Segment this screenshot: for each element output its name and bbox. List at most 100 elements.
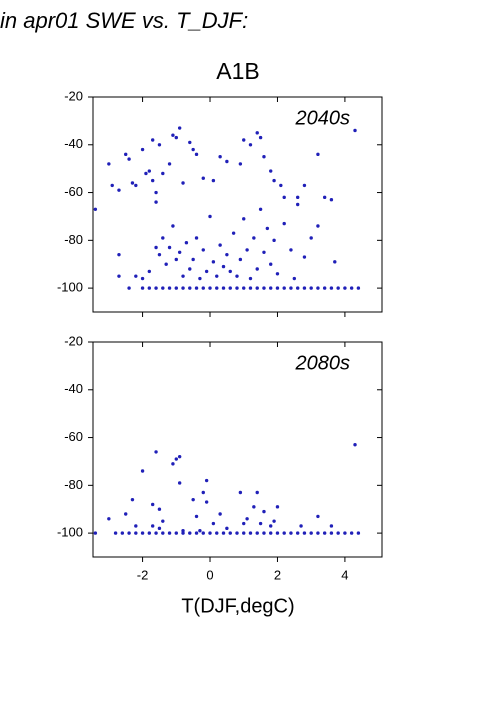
data-point <box>248 276 253 281</box>
data-point <box>242 531 246 535</box>
data-point <box>144 171 148 176</box>
data-point <box>269 286 273 290</box>
data-point <box>198 529 202 533</box>
data-point <box>349 531 354 535</box>
data-point <box>171 462 175 466</box>
data-point <box>269 531 273 535</box>
data-point <box>130 497 135 502</box>
data-point <box>204 500 209 504</box>
data-point <box>218 512 222 516</box>
data-point <box>140 276 145 281</box>
data-point <box>242 138 246 142</box>
data-point <box>161 236 165 240</box>
data-point <box>292 276 297 281</box>
data-point <box>356 286 361 290</box>
data-point <box>201 248 205 252</box>
data-point <box>316 286 320 290</box>
data-point <box>127 286 131 290</box>
data-point <box>181 286 185 290</box>
data-point <box>245 248 249 252</box>
data-point <box>154 531 158 535</box>
data-point <box>157 143 162 147</box>
data-point <box>225 526 229 531</box>
data-point <box>221 531 226 535</box>
data-point <box>258 207 263 211</box>
data-point <box>177 454 182 459</box>
data-point <box>349 286 354 290</box>
y-tick-label: -100 <box>57 525 83 540</box>
data-point <box>353 443 357 447</box>
data-point <box>134 183 138 188</box>
data-point <box>110 183 114 188</box>
data-point <box>161 171 165 176</box>
data-point <box>282 286 286 290</box>
data-point <box>211 521 216 526</box>
data-point <box>167 162 172 166</box>
data-point <box>157 252 162 257</box>
data-point <box>269 524 273 528</box>
data-point <box>188 286 192 290</box>
y-tick-label: -80 <box>64 477 83 492</box>
data-point <box>194 236 199 240</box>
data-point <box>322 195 327 200</box>
data-point <box>275 272 280 276</box>
data-point <box>147 286 152 290</box>
data-point <box>154 190 158 195</box>
x-axis-label: T(DJF,degC) <box>181 595 294 617</box>
y-tick-label: -60 <box>64 429 83 444</box>
data-point <box>124 152 128 157</box>
data-point <box>309 286 313 290</box>
data-point <box>316 152 320 157</box>
data-point <box>235 274 239 278</box>
data-point <box>218 155 222 159</box>
data-point <box>188 531 192 535</box>
data-point <box>150 524 155 528</box>
data-point <box>329 531 334 535</box>
data-point <box>194 531 199 535</box>
x-tick-label: 0 <box>206 567 213 582</box>
data-point <box>322 531 327 535</box>
data-point <box>333 260 337 264</box>
data-point <box>201 286 205 290</box>
data-point <box>208 531 212 535</box>
data-point <box>258 521 263 526</box>
data-point <box>117 274 121 278</box>
data-point <box>225 252 229 257</box>
data-point <box>201 531 205 535</box>
data-point <box>336 286 340 290</box>
y-tick-label: -40 <box>64 381 83 396</box>
plot-frame <box>92 341 383 558</box>
data-point <box>93 531 98 535</box>
data-point <box>262 155 266 159</box>
data-point <box>161 519 165 523</box>
data-point <box>174 286 178 290</box>
data-point <box>255 531 259 535</box>
data-point <box>215 286 219 290</box>
data-point <box>184 241 189 245</box>
data-point <box>242 521 246 526</box>
data-point <box>174 135 178 140</box>
data-point <box>167 286 172 290</box>
data-point <box>140 531 145 535</box>
data-point <box>204 478 209 483</box>
data-point <box>134 531 138 535</box>
data-point <box>228 531 232 535</box>
data-point <box>248 286 253 290</box>
data-point <box>252 505 256 509</box>
data-point <box>238 490 243 495</box>
data-point <box>228 286 232 290</box>
x-tick-label: 2 <box>274 567 281 582</box>
data-point <box>174 531 178 535</box>
data-point <box>279 183 283 188</box>
data-point <box>134 274 138 278</box>
data-point <box>211 178 216 183</box>
data-point <box>289 248 293 252</box>
data-point <box>154 200 158 204</box>
data-point <box>191 257 195 262</box>
data-point <box>140 147 145 152</box>
data-point <box>356 531 361 535</box>
data-point <box>262 286 266 290</box>
y-tick-label: -100 <box>57 280 83 295</box>
data-point <box>127 531 131 535</box>
